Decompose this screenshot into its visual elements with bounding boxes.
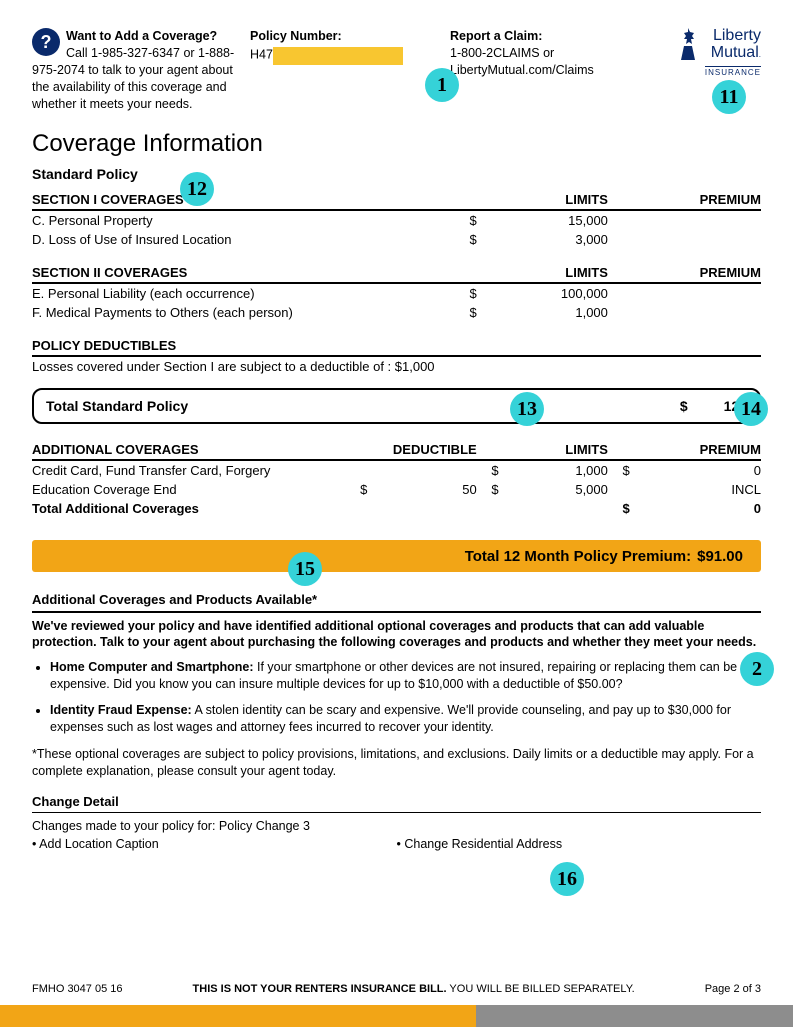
logo-column: Liberty Mutual. INSURANCE <box>675 28 761 80</box>
col-premium: PREMIUM <box>608 261 761 283</box>
policy-number-label: Policy Number: <box>250 28 438 45</box>
help-title: Want to Add a Coverage? <box>66 29 217 43</box>
col-limits: LIMITS <box>499 438 608 460</box>
document-footer: FMHO 3047 05 16 THIS IS NOT YOUR RENTERS… <box>32 983 761 995</box>
row-label: C. Personal Property <box>32 210 455 230</box>
footer-notice-bold: THIS IS NOT YOUR RENTERS INSURANCE BILL. <box>193 983 447 995</box>
table-row: C. Personal Property $ 15,000 <box>32 210 761 230</box>
row-limit: 1,000 <box>499 460 608 480</box>
premium-bar-label: Total 12 Month Policy Premium: <box>465 548 691 565</box>
footer-bar-grey <box>476 1005 793 1027</box>
list-item: Home Computer and Smartphone: If your sm… <box>50 659 761 693</box>
form-number: FMHO 3047 05 16 <box>32 983 123 995</box>
table-row: Credit Card, Fund Transfer Card, Forgery… <box>32 460 761 480</box>
available-heading: Additional Coverages and Products Availa… <box>32 592 761 613</box>
row-limit: 100,000 <box>477 283 608 303</box>
change-right: Change Residential Address <box>397 835 762 853</box>
row-limit: 5,000 <box>499 480 608 499</box>
row-limit: 3,000 <box>477 230 608 249</box>
row-label: E. Personal Liability (each occurrence) <box>32 283 455 303</box>
premium-bar-amount: $91.00 <box>697 548 743 565</box>
change-body: Changes made to your policy for: Policy … <box>32 817 761 853</box>
table-row: E. Personal Liability (each occurrence) … <box>32 283 761 303</box>
row-deductible <box>367 460 476 480</box>
annotation-12: 12 <box>180 172 214 206</box>
available-list: Home Computer and Smartphone: If your sm… <box>50 659 761 737</box>
col-premium: PREMIUM <box>630 438 761 460</box>
additional-title: ADDITIONAL COVERAGES <box>32 438 345 460</box>
policy-number-column: Policy Number: H47 <box>250 28 450 65</box>
annotation-16: 16 <box>550 862 584 896</box>
logo-text-block: Liberty Mutual. INSURANCE <box>705 28 761 80</box>
deductibles-title: POLICY DEDUCTIBLES <box>32 334 761 356</box>
annotation-14: 14 <box>734 392 768 426</box>
logo-sub: INSURANCE <box>705 66 761 77</box>
section1-title: SECTION I COVERAGES <box>32 188 455 210</box>
total-premium-bar: Total 12 Month Policy Premium: $91.00 <box>32 540 761 572</box>
item-title: Home Computer and Smartphone: <box>50 660 254 674</box>
available-intro: We've reviewed your policy and have iden… <box>32 619 761 650</box>
header-row: ? Want to Add a Coverage? Call 1-985-327… <box>32 28 761 112</box>
logo-line1: Liberty <box>713 27 761 44</box>
help-body: Call 1-985-327-6347 or 1-888-975-2074 to… <box>32 46 234 111</box>
redaction-block <box>273 47 403 65</box>
page-number: Page 2 of 3 <box>705 983 761 995</box>
total-standard-box: Total Standard Policy $ 125 <box>32 388 761 424</box>
table-row: D. Loss of Use of Insured Location $ 3,0… <box>32 230 761 249</box>
row-label: Education Coverage End <box>32 480 345 499</box>
footer-bar-yellow <box>0 1005 476 1027</box>
change-left: Add Location Caption <box>32 835 397 853</box>
col-limits: LIMITS <box>477 188 608 210</box>
page: ? Want to Add a Coverage? Call 1-985-327… <box>0 0 793 853</box>
claim-body: 1-800-2CLAIMS or LibertyMutual.com/Claim… <box>450 45 630 79</box>
annotation-13: 13 <box>510 392 544 426</box>
item-title: Identity Fraud Expense: <box>50 703 192 717</box>
footer-notice-rest: YOU WILL BE BILLED SEPARATELY. <box>447 983 635 995</box>
row-deductible: 50 <box>367 480 476 499</box>
row-label: D. Loss of Use of Insured Location <box>32 230 455 249</box>
annotation-2: 2 <box>740 652 774 686</box>
table-row: F. Medical Payments to Others (each pers… <box>32 303 761 322</box>
policy-number-value: H47 <box>250 45 438 65</box>
col-premium: PREMIUM <box>608 188 761 210</box>
deductibles-text: Losses covered under Section I are subje… <box>32 356 761 376</box>
help-column: ? Want to Add a Coverage? Call 1-985-327… <box>32 28 250 112</box>
row-premium: INCL <box>630 480 761 499</box>
change-heading: Change Detail <box>32 794 761 813</box>
row-premium: 0 <box>630 460 761 480</box>
total-standard-currency: $ <box>680 398 688 414</box>
change-intro: Changes made to your policy for: Policy … <box>32 817 761 835</box>
row-limit: 1,000 <box>477 303 608 322</box>
annotation-15: 15 <box>288 552 322 586</box>
additional-total-label: Total Additional Coverages <box>32 499 345 518</box>
annotation-1: 1 <box>425 68 459 102</box>
claim-label: Report a Claim: <box>450 28 630 45</box>
table-row: Education Coverage End $50 $5,000 INCL <box>32 480 761 499</box>
claim-column: Report a Claim: 1-800-2CLAIMS or Liberty… <box>450 28 630 79</box>
col-limits: LIMITS <box>477 261 608 283</box>
statue-icon <box>675 28 701 67</box>
col-deductible: DEDUCTIBLE <box>367 438 476 460</box>
available-note: *These optional coverages are subject to… <box>32 746 761 780</box>
logo-line2: Mutual <box>711 44 759 61</box>
section2-title: SECTION II COVERAGES <box>32 261 455 283</box>
row-label: F. Medical Payments to Others (each pers… <box>32 303 455 322</box>
total-standard-label: Total Standard Policy <box>46 398 188 414</box>
row-limit: 15,000 <box>477 210 608 230</box>
policy-number-prefix: H47 <box>250 47 273 61</box>
liberty-mutual-logo: Liberty Mutual. INSURANCE <box>675 28 761 80</box>
section1-table: SECTION I COVERAGES LIMITS PREMIUM C. Pe… <box>32 188 761 376</box>
help-icon: ? <box>32 28 60 56</box>
table-row: Total Additional Coverages $ 0 <box>32 499 761 518</box>
annotation-11: 11 <box>712 80 746 114</box>
additional-total-premium: 0 <box>630 499 761 518</box>
additional-table: ADDITIONAL COVERAGES DEDUCTIBLE LIMITS P… <box>32 438 761 518</box>
footer-color-bars <box>0 1005 793 1027</box>
list-item: Identity Fraud Expense: A stolen identit… <box>50 702 761 736</box>
page-title: Coverage Information <box>32 130 761 158</box>
standard-policy-label: Standard Policy <box>32 166 761 182</box>
row-label: Credit Card, Fund Transfer Card, Forgery <box>32 460 345 480</box>
